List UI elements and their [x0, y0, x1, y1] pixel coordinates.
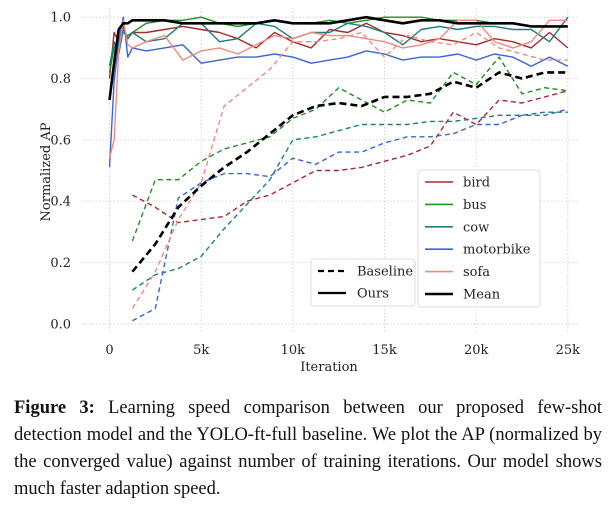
- x-tick-label: 15k: [372, 343, 397, 358]
- series-line-cow-dashed: [132, 111, 568, 291]
- series-line-bird-solid: [108, 22, 569, 79]
- legend-style-label: Baseline: [357, 265, 413, 280]
- legend-class-label: Mean: [463, 288, 501, 303]
- series-line-bus-solid: [108, 16, 568, 73]
- x-ticks: 0 5k 10k 15k 20k 25k: [105, 343, 580, 358]
- series-line-sofa-dashed: [131, 31, 568, 309]
- legend-class-label: motorbike: [463, 243, 531, 258]
- series-line-mean-solid: [108, 15, 568, 101]
- legend-class-label: bird: [463, 176, 490, 191]
- y-axis-label: Normalized AP: [39, 122, 54, 221]
- y-tick-label: 0.0: [50, 317, 71, 332]
- y-tick-label: 0.2: [50, 256, 71, 271]
- caption-label: Figure 3:: [14, 398, 95, 418]
- legend-class-label: bus: [463, 198, 486, 213]
- legend-style-box: [310, 258, 416, 307]
- legend-class-box: [417, 169, 541, 308]
- series-line-motorbike-solid: [108, 16, 569, 168]
- figure-caption: Figure 3: Learning speed comparison betw…: [14, 395, 602, 503]
- series-line-mean-dashed: [131, 71, 568, 273]
- legend-class: bird bus cow motorbike sofa Mean: [417, 169, 541, 308]
- legend-style-label: Ours: [357, 287, 389, 302]
- x-tick-label: 20k: [464, 343, 489, 358]
- y-tick-label: 1.0: [50, 11, 71, 26]
- series-line-bird-dashed: [132, 90, 568, 224]
- y-tick-label: 0.4: [50, 195, 71, 210]
- legend-style: Baseline Ours: [310, 258, 416, 307]
- x-tick-label: 10k: [281, 343, 306, 358]
- caption-text: Learning speed comparison between our pr…: [14, 398, 602, 499]
- y-tick-label: 0.6: [50, 133, 71, 148]
- x-tick-label: 5k: [193, 343, 209, 358]
- series-line-sofa-solid: [108, 19, 568, 159]
- legend-class-label: cow: [463, 220, 489, 235]
- series-line-bus-dashed: [131, 56, 568, 242]
- x-tick-label: 25k: [556, 343, 581, 358]
- y-ticks: 0.0 0.2 0.4 0.6 0.8 1.0: [50, 11, 71, 333]
- legend-class-label: sofa: [463, 265, 490, 280]
- x-tick-label: 0: [105, 343, 113, 358]
- x-axis-label: Iteration: [300, 360, 358, 375]
- y-tick-label: 0.8: [50, 72, 71, 87]
- chart: 0 5k 10k 15k 20k 25k 0.0 0.2 0.4 0.6 0.8 1.0 Itera…: [39, 8, 580, 375]
- series-lines: [108, 15, 569, 322]
